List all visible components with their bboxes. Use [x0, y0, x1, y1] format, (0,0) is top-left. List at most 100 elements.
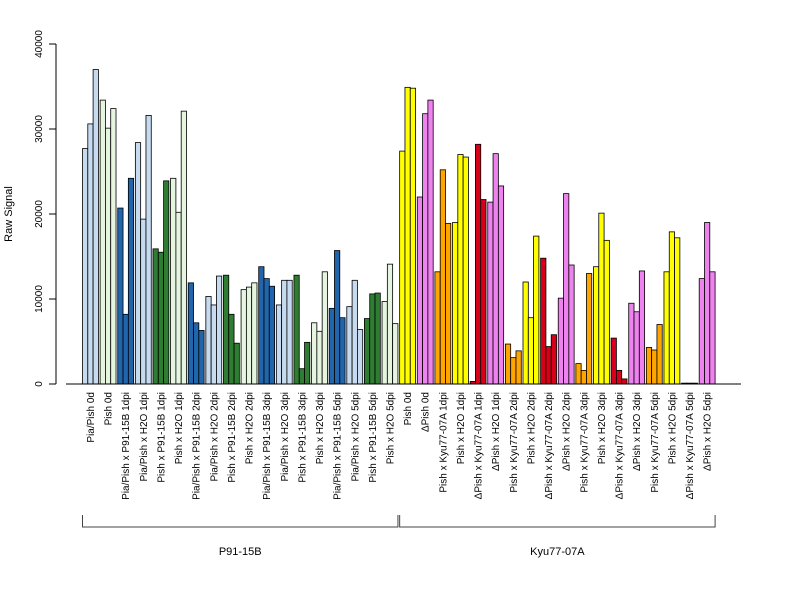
- bar: [422, 113, 429, 385]
- bar: [233, 342, 240, 385]
- bar: [263, 278, 270, 385]
- x-tick-label: Pish x P91-15B 2dpi: [227, 392, 238, 483]
- bar: [452, 222, 459, 385]
- bar: [462, 156, 469, 385]
- x-tick-label: Pia/Pish x H2O 3dpi: [280, 392, 291, 482]
- x-tick-label: ΔPish x Kyu77-07A 1dpi: [474, 392, 485, 499]
- bar: [321, 271, 328, 385]
- bar: [99, 99, 106, 385]
- x-tick-label: Pish x H2O 2dpi: [245, 392, 256, 464]
- bar: [392, 323, 399, 385]
- bar: [374, 292, 381, 385]
- bar: [568, 264, 575, 385]
- bar: [258, 266, 265, 385]
- x-tick-label: ΔPish x H2O 1dpi: [491, 392, 502, 471]
- x-tick-label: Pish x H2O 1dpi: [456, 392, 467, 464]
- bar: [187, 282, 194, 385]
- y-tick-label: 10000: [34, 285, 45, 313]
- y-tick-label: 40000: [34, 30, 45, 58]
- bar: [275, 304, 283, 385]
- group-label: Kyu77-07A: [530, 546, 585, 558]
- bar: [651, 349, 658, 385]
- x-tick-label: Pia/Pish x H2O 1dpi: [139, 392, 150, 482]
- bar: [152, 248, 159, 385]
- x-tick-label: Pish x H2O 5dpi: [385, 392, 396, 464]
- bar: [698, 278, 705, 385]
- y-tick-label: 0: [34, 381, 45, 387]
- group-label: P91-15B: [219, 546, 262, 558]
- x-tick-label: Pish x H2O 5dpi: [667, 392, 678, 464]
- bar: [205, 296, 212, 385]
- bar: [163, 180, 170, 385]
- x-tick-label: Pish x H2O 3dpi: [315, 392, 326, 464]
- bar: [497, 185, 505, 385]
- bar: [399, 150, 406, 385]
- x-tick-label: Pish x P91-15B 1dpi: [156, 392, 167, 483]
- bar: [439, 169, 446, 385]
- bar: [527, 317, 534, 385]
- bar: [87, 123, 94, 385]
- y-axis: 0 10000 20000 30000 40000: [34, 30, 57, 387]
- bar: [704, 222, 711, 385]
- bar: [598, 212, 605, 385]
- bar: [304, 341, 311, 385]
- x-tick-label: Pish x Kyu77-07A 1dpi: [438, 392, 449, 493]
- bar: [140, 218, 147, 385]
- bar: [105, 127, 112, 385]
- y-tick-label: 20000: [34, 200, 45, 228]
- bar: [351, 279, 358, 385]
- x-tick-label: ΔPish 0d: [421, 392, 432, 432]
- bar: [145, 115, 152, 385]
- bar: [593, 266, 600, 385]
- bar: [616, 369, 623, 385]
- x-tick-label: Pish x Kyu77-07A 2dpi: [509, 392, 520, 493]
- bar: [557, 297, 564, 385]
- bar: [628, 302, 635, 385]
- bar: [364, 318, 371, 385]
- x-tick-label: Pish x H2O 3dpi: [597, 392, 608, 464]
- bar: [110, 108, 117, 385]
- bar: [480, 199, 487, 385]
- bar: [245, 286, 253, 385]
- bar: [621, 378, 628, 385]
- bar: [656, 324, 663, 385]
- bar: [487, 201, 494, 385]
- x-tick-label: Pia/Pish x P91-15B 1dpi: [121, 392, 132, 500]
- bar: [117, 207, 124, 385]
- bar: [180, 110, 187, 385]
- bar: [193, 322, 200, 385]
- x-tick-label: Pia/Pish x H2O 2dpi: [209, 392, 220, 482]
- bar: [198, 330, 205, 385]
- x-tick-label: Pia/Pish x P91-15B 2dpi: [192, 392, 203, 500]
- x-tick-label: Pish x Kyu77-07A 3dpi: [579, 392, 590, 493]
- bar: [369, 293, 376, 385]
- category-labels: Pia/Pish 0d Pish 0d Pia/Pish x P91-15B 1dp…: [86, 392, 714, 500]
- x-tick-label: Pish x P91-15B 3dpi: [297, 392, 308, 483]
- bars: [82, 69, 716, 385]
- bar: [445, 222, 452, 385]
- bar: [228, 313, 235, 385]
- bar: [416, 196, 423, 385]
- x-tick-label: ΔPish x H2O 5dpi: [703, 392, 714, 471]
- bar: [638, 270, 646, 385]
- bar: [492, 153, 499, 385]
- x-tick-label: Pia/Pish x H2O 5dpi: [350, 392, 361, 482]
- group-brackets: P91-15B Kyu77-07A: [82, 515, 716, 558]
- y-tick-label: 30000: [34, 115, 45, 143]
- bar: [381, 301, 388, 385]
- x-tick-label: Pish 0d: [403, 392, 414, 425]
- x-tick-label: Pish x H2O 2dpi: [526, 392, 537, 464]
- x-tick-label: ΔPish x H2O 3dpi: [632, 392, 643, 471]
- x-tick-label: Pia/Pish x P91-15B 5dpi: [333, 392, 344, 500]
- bar: [610, 337, 617, 385]
- bar: [522, 281, 529, 385]
- bar: [409, 87, 416, 385]
- x-tick-label: Pish x H2O 1dpi: [174, 392, 185, 464]
- bar: [127, 177, 135, 385]
- bar: [251, 282, 258, 385]
- bar: [533, 235, 540, 385]
- x-tick-label: Pia/Pish 0d: [86, 392, 97, 443]
- bar: [82, 148, 89, 385]
- x-tick-label: ΔPish x Kyu77-07A 5dpi: [685, 392, 696, 499]
